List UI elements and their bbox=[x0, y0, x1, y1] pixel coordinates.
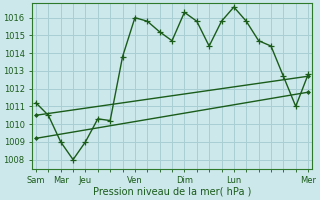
X-axis label: Pression niveau de la mer( hPa ): Pression niveau de la mer( hPa ) bbox=[93, 187, 251, 197]
